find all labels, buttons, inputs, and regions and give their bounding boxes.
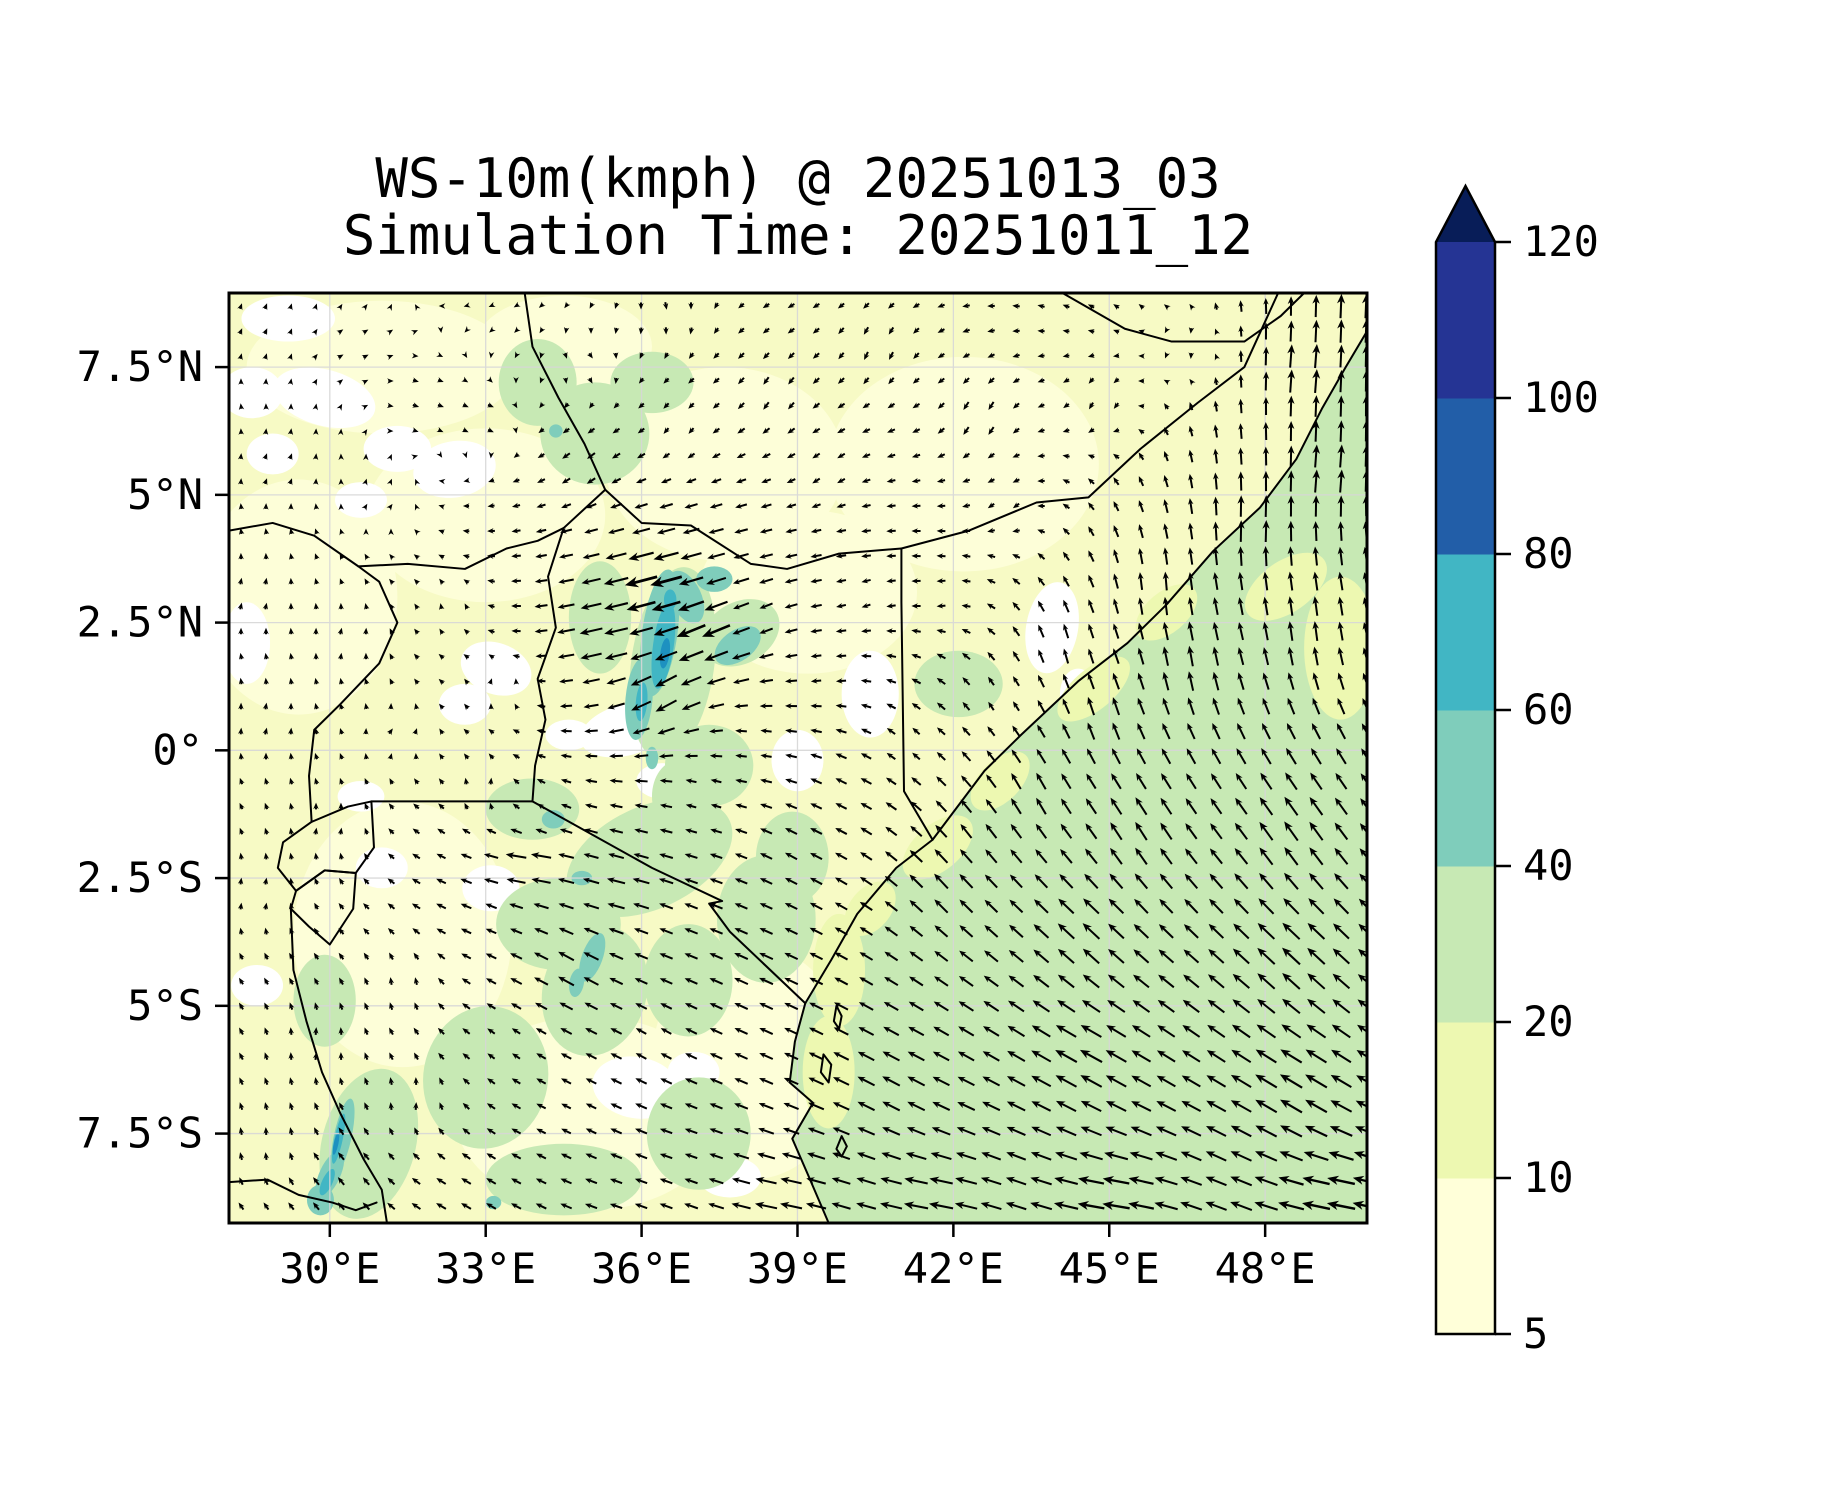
wind-arrows-layer <box>237 293 1367 1211</box>
x-axis-tick-label: 39°E <box>747 1244 848 1293</box>
colorbar <box>1434 183 1511 1336</box>
colorbar-tick-label: 60 <box>1523 685 1574 734</box>
country-borders <box>229 293 1367 1223</box>
plot-title: WS-10m(kmph) @ 20251013_03 Simulation Ti… <box>343 150 1253 264</box>
colorbar-tick-label: 120 <box>1523 217 1599 266</box>
y-axis-tick-label: 5°S <box>127 981 203 1030</box>
x-axis-tick-label: 36°E <box>591 1244 692 1293</box>
y-axis-tick-label: 2.5°N <box>77 598 203 647</box>
y-axis-tick-label: 0° <box>152 725 203 774</box>
axis-ticks <box>215 365 1267 1237</box>
plot-title-line1: WS-10m(kmph) @ 20251013_03 <box>375 147 1221 210</box>
colorbar-tick-label: 10 <box>1523 1153 1574 1202</box>
x-axis-tick-label: 33°E <box>435 1244 536 1293</box>
colorbar-tick-label: 80 <box>1523 529 1574 578</box>
x-axis-tick-label: 42°E <box>903 1244 1004 1293</box>
gridlines <box>229 293 1367 1223</box>
y-axis-tick-label: 7.5°N <box>77 342 203 391</box>
x-axis-tick-label: 48°E <box>1215 1244 1316 1293</box>
colorbar-tick-label: 20 <box>1523 997 1574 1046</box>
colorbar-tick-label: 40 <box>1523 841 1574 890</box>
map-fill-layer <box>229 293 1367 1223</box>
y-axis-tick-label: 7.5°S <box>77 1109 203 1158</box>
colorbar-tick-label: 5 <box>1523 1309 1548 1358</box>
x-axis-tick-label: 45°E <box>1059 1244 1160 1293</box>
plot-title-line2: Simulation Time: 20251011_12 <box>342 204 1254 267</box>
y-axis-tick-label: 5°N <box>127 470 203 519</box>
x-axis-tick-label: 30°E <box>279 1244 380 1293</box>
colorbar-tick-label: 100 <box>1523 373 1599 422</box>
y-axis-tick-label: 2.5°S <box>77 853 203 902</box>
